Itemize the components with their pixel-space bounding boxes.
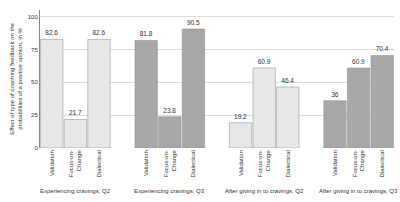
svg-text:23.8: 23.8: [163, 107, 176, 114]
svg-text:Validation: Validation: [238, 150, 244, 176]
svg-text:75: 75: [31, 47, 38, 53]
svg-text:70.4: 70.4: [376, 45, 389, 52]
svg-text:Dialectical: Dialectical: [285, 150, 291, 177]
svg-text:60.9: 60.9: [352, 58, 365, 65]
svg-text:46.4: 46.4: [281, 77, 294, 84]
svg-text:82.6: 82.6: [92, 29, 105, 36]
svg-text:21.7: 21.7: [69, 109, 82, 116]
svg-text:90.5: 90.5: [187, 19, 200, 26]
svg-text:Validation: Validation: [332, 150, 338, 176]
svg-text:19.2: 19.2: [234, 113, 247, 120]
svg-text:After giving in to cravings, Q: After giving in to cravings, Q2: [225, 188, 304, 194]
svg-text:0: 0: [34, 145, 38, 151]
svg-text:100: 100: [28, 14, 39, 20]
svg-text:Focus-on-Change: Focus-on-Change: [68, 150, 82, 178]
svg-text:82.6: 82.6: [45, 29, 58, 36]
svg-text:60.9: 60.9: [258, 58, 271, 65]
svg-text:Focus-on-Change: Focus-on-Change: [257, 150, 271, 178]
svg-text:50: 50: [31, 79, 38, 85]
svg-text:Experiencing cravings, Q3: Experiencing cravings, Q3: [134, 188, 205, 194]
svg-text:Dialectical: Dialectical: [96, 150, 102, 177]
svg-text:Effect of type of coaching fee: Effect of type of coaching feedback on t…: [9, 23, 23, 135]
svg-text:36: 36: [331, 91, 339, 98]
svg-text:After giving in to cravings, Q: After giving in to cravings, Q3: [319, 188, 398, 194]
svg-text:Validation: Validation: [143, 150, 149, 176]
svg-text:81.8: 81.8: [140, 30, 153, 37]
svg-text:Dialectical: Dialectical: [190, 150, 196, 177]
svg-text:Focus-on-Change: Focus-on-Change: [352, 150, 366, 178]
svg-text:Validation: Validation: [49, 150, 55, 176]
svg-text:Focus-on-Change: Focus-on-Change: [163, 150, 177, 178]
svg-text:Dialectical: Dialectical: [379, 150, 385, 177]
svg-text:25: 25: [31, 112, 38, 118]
svg-text:Experiencing cravings, Q2: Experiencing cravings, Q2: [40, 188, 111, 194]
